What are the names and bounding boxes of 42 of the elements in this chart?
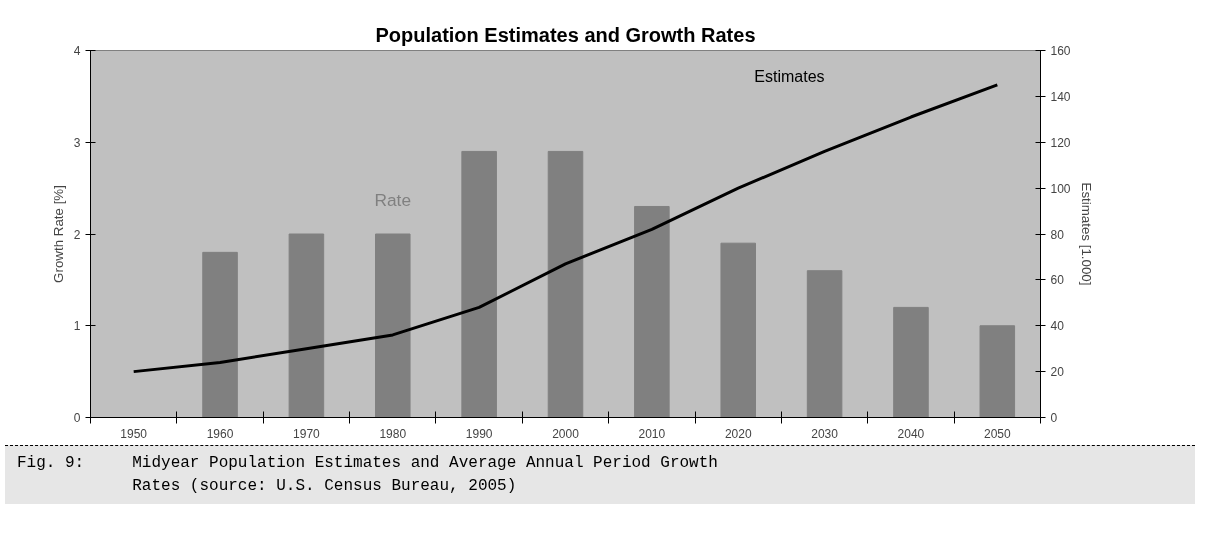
y2-axis-title: Estimates [1.000] bbox=[1078, 182, 1094, 286]
caption: Fig. 9: Midyear Population Estimates and Average Annual Period Growth Rates (source: U.S. Census Bureau, 2005) bbox=[5, 445, 1195, 504]
bar bbox=[202, 251, 238, 418]
x-tick-label: 2050 bbox=[983, 426, 1011, 441]
x-tick-label: 1980 bbox=[379, 426, 407, 441]
bar bbox=[806, 270, 843, 418]
bar bbox=[288, 233, 325, 418]
x-tick-label: 2040 bbox=[897, 426, 925, 441]
y2-tick-label: 80 bbox=[1050, 227, 1065, 242]
series-label: Rate bbox=[374, 189, 412, 210]
x-tick-label: 2020 bbox=[724, 426, 752, 441]
x-tick-label: 2030 bbox=[811, 426, 839, 441]
y-tick-label: 0 bbox=[73, 411, 81, 425]
bar bbox=[720, 242, 756, 418]
y2-tick-label: 160 bbox=[1050, 44, 1071, 58]
y2-tick-label: 40 bbox=[1050, 319, 1065, 334]
y-tick-label: 2 bbox=[73, 227, 81, 242]
y2-tick-label: 0 bbox=[1050, 411, 1058, 425]
bar bbox=[979, 325, 1016, 418]
bar bbox=[634, 205, 670, 418]
y2-tick-label: 60 bbox=[1050, 273, 1065, 288]
bar bbox=[547, 150, 584, 418]
text: Estimates bbox=[754, 67, 825, 85]
bar bbox=[375, 233, 411, 418]
chart-title: Population Estimates and Growth Rates bbox=[375, 23, 756, 46]
y-tick-label: 4 bbox=[73, 44, 81, 58]
y-tick-label: 1 bbox=[73, 319, 81, 334]
y2-tick-label: 120 bbox=[1050, 135, 1071, 150]
line-series bbox=[132, 83, 999, 374]
bar bbox=[461, 150, 497, 418]
y2-tick-label: 100 bbox=[1050, 181, 1071, 196]
y-tick-label: 3 bbox=[73, 135, 81, 150]
bar bbox=[893, 306, 929, 418]
x-tick-label: 1970 bbox=[293, 426, 321, 441]
y-axis-title: Growth Rate [%] bbox=[50, 185, 66, 283]
x-tick-label: 2000 bbox=[552, 426, 580, 441]
x-tick-label: 1990 bbox=[465, 426, 493, 441]
y2-tick-label: 140 bbox=[1050, 89, 1071, 104]
x-tick-label: 1960 bbox=[206, 426, 234, 441]
y2-tick-label: 20 bbox=[1050, 365, 1065, 380]
x-tick-label: 1950 bbox=[120, 426, 148, 441]
x-tick-label: 2010 bbox=[638, 426, 666, 441]
